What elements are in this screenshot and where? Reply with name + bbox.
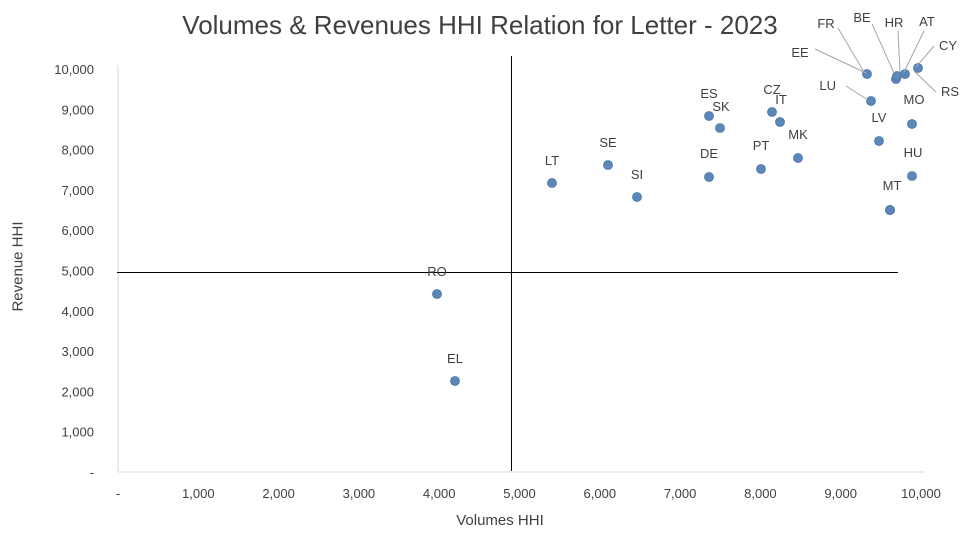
x-tick-label: - xyxy=(116,486,120,501)
point-label-de: DE xyxy=(700,146,718,161)
point-label-cz: CZ xyxy=(763,82,780,97)
data-point-lt xyxy=(547,178,557,188)
axes: - 1,000 2,000 3,000 4,000 5,000 6,000 7,000 8,00… xyxy=(54,62,941,501)
y-tick-label: 9,000 xyxy=(61,102,94,117)
y-tick-label: - xyxy=(90,465,94,480)
x-tick-label: 5,000 xyxy=(503,486,536,501)
y-tick-label: 5,000 xyxy=(61,264,94,279)
data-point-ee xyxy=(866,96,876,106)
y-axis-title: Revenue HHI xyxy=(9,221,27,312)
y-tick-label: 4,000 xyxy=(61,304,94,319)
y-tick-label: 1,000 xyxy=(61,425,94,440)
point-label-mt: MT xyxy=(883,178,902,193)
point-label-lv: LV xyxy=(872,110,887,125)
x-tick-label: 6,000 xyxy=(584,486,617,501)
leader-line-lu xyxy=(845,85,869,101)
x-tick-label: 1,000 xyxy=(182,486,215,501)
leader-line-hr xyxy=(897,30,901,73)
point-label-cy: CY xyxy=(939,38,957,53)
point-label-mo: MO xyxy=(904,92,925,107)
data-point-lu xyxy=(874,136,884,146)
data-point-pt xyxy=(756,164,766,174)
data-point-el xyxy=(450,376,460,386)
x-tick-label: 3,000 xyxy=(343,486,376,501)
leader-line-rs xyxy=(913,70,937,93)
data-point-si xyxy=(632,192,642,202)
data-points xyxy=(432,63,923,386)
data-point-fr xyxy=(862,69,872,79)
point-label-el: EL xyxy=(447,351,463,366)
data-point-at xyxy=(913,63,923,73)
y-tick-label: 6,000 xyxy=(61,223,94,238)
data-point-mt xyxy=(885,205,895,215)
data-point-mo xyxy=(907,171,917,181)
point-label-lu: LU xyxy=(819,78,836,93)
x-tick-label: 8,000 xyxy=(744,486,777,501)
point-label-si: SI xyxy=(631,167,643,182)
x-tick-label: 7,000 xyxy=(664,486,697,501)
leader-line-ee xyxy=(814,48,867,74)
y-tick-label: 3,000 xyxy=(61,344,94,359)
point-label-it: IT xyxy=(775,92,787,107)
point-label-hr: HR xyxy=(885,15,904,30)
y-tick-label: 7,000 xyxy=(61,183,94,198)
x-axis-title: Volumes HHI xyxy=(456,512,544,529)
x-tick-label: 9,000 xyxy=(824,486,857,501)
point-label-sk: SK xyxy=(712,99,730,114)
x-tick-label: 2,000 xyxy=(262,486,295,501)
data-point-cz xyxy=(767,107,777,117)
leader-line-cy xyxy=(915,45,935,68)
point-label-lt: LT xyxy=(545,153,559,168)
point-label-mk: MK xyxy=(788,127,808,142)
data-point-es xyxy=(704,111,714,121)
y-tick-label: 10,000 xyxy=(54,62,94,77)
point-label-fr: FR xyxy=(817,16,834,31)
y-tick-label: 2,000 xyxy=(61,384,94,399)
point-label-es: ES xyxy=(700,86,718,101)
leader-line-at xyxy=(903,30,925,73)
x-tick-label: 10,000 xyxy=(901,486,941,501)
point-label-at: AT xyxy=(919,14,935,29)
reference-lines xyxy=(117,56,898,471)
point-label-se: SE xyxy=(599,135,617,150)
data-point-se xyxy=(603,160,613,170)
point-label-pt: PT xyxy=(753,138,770,153)
data-point-mk xyxy=(793,153,803,163)
data-point-sk xyxy=(715,123,725,133)
point-label-ro: RO xyxy=(427,264,447,279)
data-point-ro xyxy=(432,289,442,299)
point-label-hu: HU xyxy=(904,145,923,160)
leader-line-be xyxy=(871,23,895,74)
leader-line-fr xyxy=(837,27,865,73)
y-tick-label: 8,000 xyxy=(61,143,94,158)
point-label-be: BE xyxy=(853,10,871,25)
x-tick-label: 4,000 xyxy=(423,486,456,501)
data-point-de xyxy=(704,172,714,182)
point-label-rs: RS xyxy=(941,84,959,99)
chart-title: Volumes & Revenues HHI Relation for Lett… xyxy=(182,10,778,40)
data-point-it xyxy=(775,117,785,127)
point-label-ee: EE xyxy=(791,45,809,60)
data-point-cy xyxy=(907,119,917,129)
